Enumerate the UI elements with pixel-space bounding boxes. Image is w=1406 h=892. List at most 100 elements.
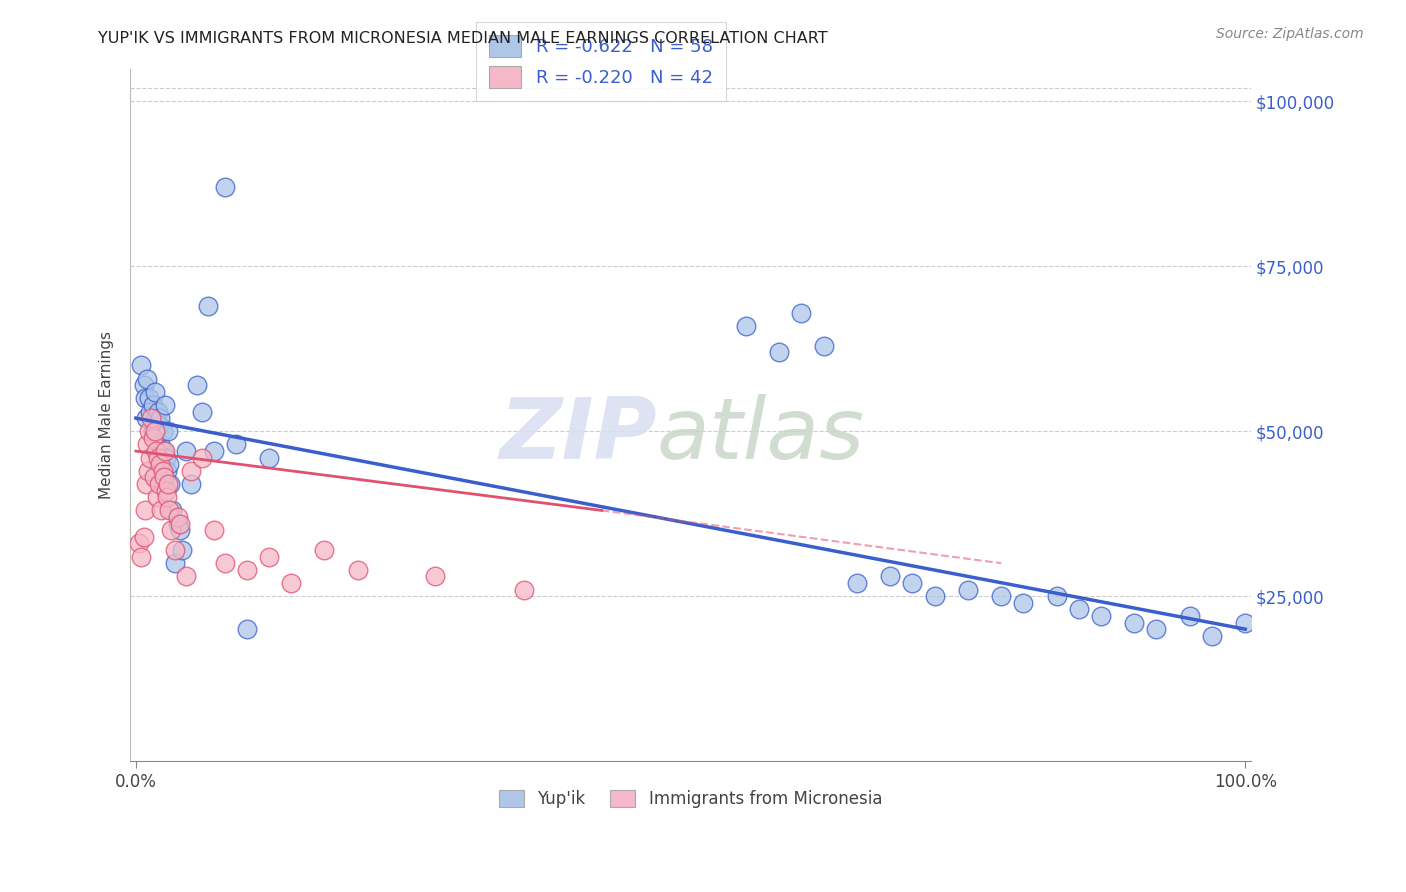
Point [162,503,184,517]
Point [257,450,280,465]
Point [157,503,180,517]
Point [169,516,191,531]
Point [155,450,177,465]
Point [202,523,225,537]
Point [152,470,174,484]
Point [257,549,280,564]
Point [186,378,208,392]
Point [314,543,336,558]
Point [152,464,174,478]
Point [141,425,163,439]
Text: atlas: atlas [657,394,865,477]
Point [128,536,150,550]
Point [153,398,176,412]
Point [163,556,186,570]
Point [236,563,259,577]
Point [191,404,214,418]
Point [134,392,156,406]
Point [146,425,169,439]
Point [159,477,181,491]
Point [174,444,197,458]
Text: ZIP: ZIP [499,394,657,477]
Point [149,457,172,471]
Point [1234,615,1257,630]
Point [1012,596,1035,610]
Point [813,338,835,352]
Point [225,437,247,451]
Point [879,569,901,583]
Point [191,450,214,465]
Point [131,549,153,564]
Point [768,345,790,359]
Point [138,425,160,439]
Point [236,622,259,636]
Point [145,411,167,425]
Point [735,318,758,333]
Point [138,392,160,406]
Point [167,510,190,524]
Point [152,444,174,458]
Text: Source: ZipAtlas.com: Source: ZipAtlas.com [1216,27,1364,41]
Point [148,417,170,432]
Point [174,569,197,583]
Point [157,477,180,491]
Text: YUP'IK VS IMMIGRANTS FROM MICRONESIA MEDIAN MALE EARNINGS CORRELATION CHART: YUP'IK VS IMMIGRANTS FROM MICRONESIA MED… [98,31,828,46]
Point [1067,602,1090,616]
Point [924,589,946,603]
Point [134,503,156,517]
Point [280,576,302,591]
Point [1201,629,1223,643]
Point [172,543,194,558]
Point [149,411,172,425]
Point [1090,609,1112,624]
Point [956,582,979,597]
Point [157,425,180,439]
Point [180,464,202,478]
Point [143,384,166,399]
Point [145,444,167,458]
Legend: Yup'ik, Immigrants from Micronesia: Yup'ik, Immigrants from Micronesia [492,783,889,815]
Point [149,437,172,451]
Point [901,576,924,591]
Point [156,490,179,504]
Point [131,359,153,373]
Point [160,523,183,537]
Point [845,576,868,591]
Point [513,582,536,597]
Point [132,530,155,544]
Point [146,404,169,418]
Point [141,398,163,412]
Point [346,563,368,577]
Point [214,180,236,194]
Point [197,299,219,313]
Point [214,556,236,570]
Point [1178,609,1201,624]
Point [148,477,170,491]
Point [152,425,174,439]
Point [135,477,157,491]
Point [156,464,179,478]
Point [155,483,177,498]
Point [146,450,169,465]
Point [157,457,180,471]
Point [150,503,173,517]
Point [136,464,159,478]
Point [139,450,162,465]
Point [169,523,191,537]
Point [141,431,163,445]
Point [990,589,1012,603]
Point [143,425,166,439]
Point [146,490,169,504]
Point [136,437,159,451]
Point [425,569,447,583]
Y-axis label: Median Male Earnings: Median Male Earnings [100,331,114,499]
Point [135,411,157,425]
Point [1046,589,1069,603]
Point [142,470,165,484]
Point [1146,622,1168,636]
Point [180,477,202,491]
Point [141,411,163,425]
Point [132,378,155,392]
Point [790,305,813,319]
Point [1123,615,1146,630]
